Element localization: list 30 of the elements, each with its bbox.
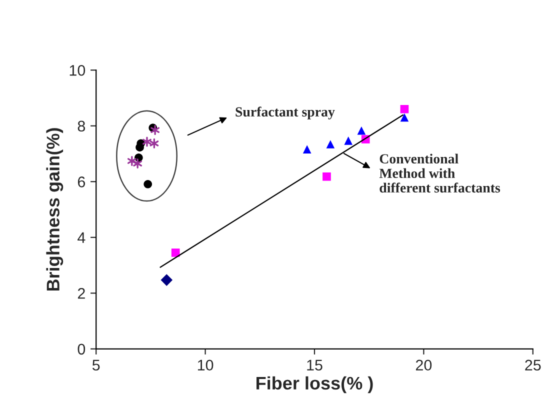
y-tick-label: 8 [78, 120, 86, 132]
point [144, 180, 152, 188]
x-tick-label: 10 [198, 360, 214, 371]
x-tick-label: 15 [307, 360, 322, 371]
point [150, 125, 160, 136]
annotation: Surfactant spray [236, 106, 335, 120]
x-tick-label: 5 [92, 360, 100, 371]
point [344, 136, 353, 145]
point [400, 104, 409, 114]
point [160, 274, 173, 286]
point [133, 158, 142, 169]
point [171, 248, 180, 257]
x-tick-label: 25 [525, 360, 541, 371]
point [400, 113, 409, 122]
annotation: Conventional Method with different surfactants [379, 154, 500, 193]
y-axis-title: Brightness gain(%) [46, 128, 64, 291]
point [322, 172, 331, 181]
point [136, 143, 144, 152]
y-tick-label: 2 [78, 288, 85, 299]
x-axis-title: Fiber loss(% ) [256, 376, 373, 394]
point [357, 126, 366, 135]
y-tick-label: 6 [78, 176, 86, 188]
point [150, 138, 159, 148]
point [142, 136, 152, 147]
point [302, 145, 312, 154]
y-tick-label: 0 [78, 344, 86, 355]
point [326, 140, 335, 148]
x-tick-label: 20 [416, 360, 432, 371]
y-tick-label: 4 [78, 232, 86, 243]
y-tick-label: 10 [70, 64, 86, 76]
